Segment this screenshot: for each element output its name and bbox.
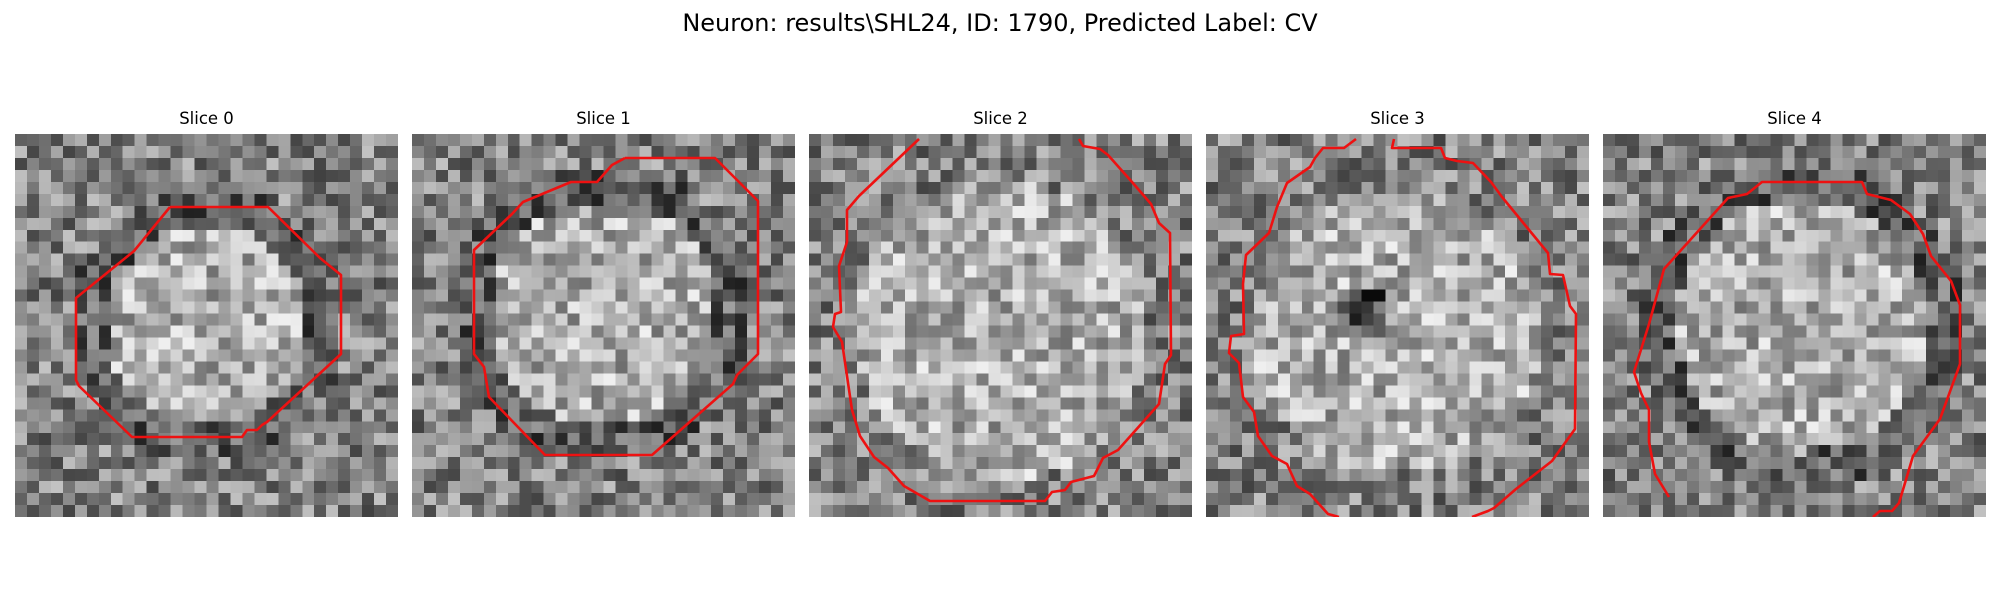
slice-image bbox=[1206, 134, 1589, 517]
slice-title: Slice 1 bbox=[576, 109, 631, 128]
microscopy-slice bbox=[1603, 134, 1986, 517]
slice-panel-0: Slice 0 bbox=[15, 108, 398, 517]
segmentation-contour bbox=[1227, 137, 1578, 517]
slice-image bbox=[809, 134, 1192, 517]
slice-image bbox=[412, 134, 795, 517]
slice-panel-3: Slice 3 bbox=[1206, 108, 1589, 517]
slice-image bbox=[1603, 134, 1986, 517]
slice-panel-1: Slice 1 bbox=[412, 108, 795, 517]
microscopy-slice bbox=[15, 134, 398, 517]
slice-image bbox=[15, 134, 398, 517]
segmentation-contour bbox=[831, 138, 1173, 503]
figure-title: Neuron: results\SHL24, ID: 1790, Predict… bbox=[682, 9, 1318, 37]
segmentation-contour bbox=[1632, 180, 1962, 517]
slice-title: Slice 2 bbox=[973, 109, 1028, 128]
slice-title: Slice 3 bbox=[1370, 109, 1425, 128]
microscopy-slice bbox=[412, 134, 795, 517]
segmentation-contour bbox=[74, 205, 343, 439]
segmentation-contour bbox=[472, 156, 760, 457]
slice-panel-4: Slice 4 bbox=[1603, 108, 1986, 517]
slice-title: Slice 4 bbox=[1767, 109, 1822, 128]
slice-title: Slice 0 bbox=[179, 109, 234, 128]
slice-panel-2: Slice 2 bbox=[809, 108, 1192, 517]
